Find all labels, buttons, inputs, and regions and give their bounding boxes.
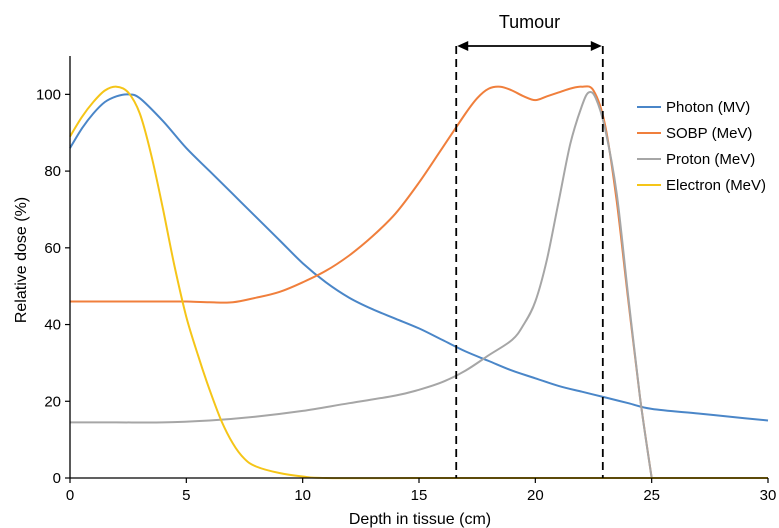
tumour-arrow-left-head [457,41,469,51]
series-line-proton-mev [69,90,653,479]
plot-area [69,85,769,480]
legend-label-proton-mev: Proton (MeV) [666,151,755,168]
legend: Photon (MV) SOBP (MeV) Proton (MeV) Electro… [637,99,766,194]
x-axis-label: Depth in tissue (cm) [349,511,491,528]
x-tick-label: 25 [643,487,660,504]
legend-label-sobp-mev: SOBP (MeV) [666,125,752,142]
legend-label-photon-mv: Photon (MV) [666,99,750,116]
series-line-photon-mv [69,93,769,422]
y-tick-label: 60 [44,240,61,257]
x-tick-label: 0 [66,487,74,504]
x-tick-label: 10 [294,487,311,504]
y-tick-label: 40 [44,317,61,334]
tumour-arrow-right-head [590,41,602,51]
legend-label-electron-mev: Electron (MeV) [666,177,766,194]
y-tick-label: 80 [44,163,61,180]
tumour-label: Tumour [499,12,560,32]
series-line-electron-mev [69,85,768,480]
x-tick-label: 5 [182,487,190,504]
y-tick-label: 0 [53,470,61,487]
series-line-sobp-mev [70,85,653,479]
y-tick-label: 100 [36,86,61,103]
x-tick-label: 20 [527,487,544,504]
x-tick-label: 30 [760,487,777,504]
y-axis-label: Relative dose (%) [13,197,30,323]
tumour-annotation: Tumour [455,12,604,478]
y-tick-label: 20 [44,393,61,410]
x-tick-label: 15 [411,487,428,504]
axes: 0 5 10 15 20 25 30 0 20 40 60 80 100 [36,56,776,504]
